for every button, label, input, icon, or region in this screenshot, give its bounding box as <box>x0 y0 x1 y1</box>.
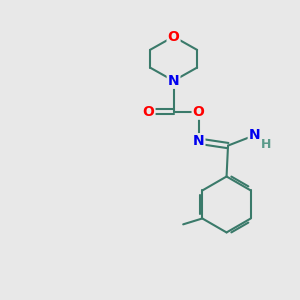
Text: N: N <box>249 128 260 142</box>
Text: N: N <box>193 134 204 148</box>
Text: H: H <box>260 138 271 151</box>
Text: O: O <box>193 105 205 119</box>
Text: O: O <box>168 30 179 44</box>
Text: N: N <box>168 74 179 88</box>
Text: O: O <box>142 105 154 119</box>
